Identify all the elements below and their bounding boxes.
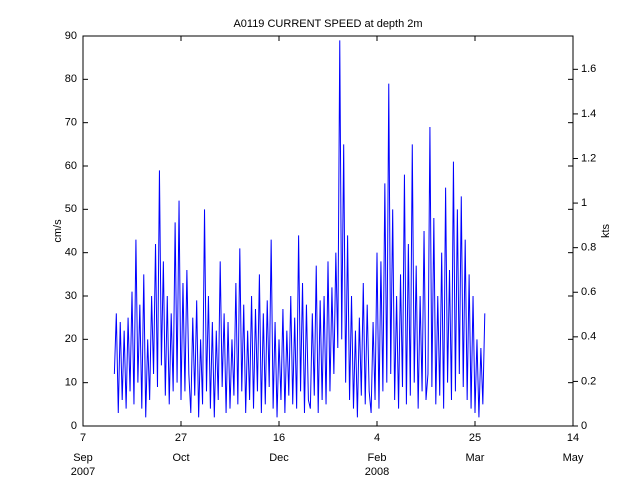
- x-tick-month: May: [563, 452, 584, 464]
- x-tick-label: 14: [567, 432, 579, 444]
- y-tick-label: 80: [65, 73, 77, 85]
- y-tick-label: 70: [65, 117, 77, 129]
- x-tick-month: Mar: [466, 452, 485, 464]
- x-tick-month: Oct: [172, 452, 189, 464]
- y2-tick-label: 0.6: [581, 286, 596, 298]
- x-tick-year: 2008: [365, 466, 389, 478]
- y-tick-label: 60: [65, 160, 77, 172]
- x-tick-year: 2007: [71, 466, 95, 478]
- speed-line: [113, 40, 486, 418]
- y2-tick-label: 0.2: [581, 375, 596, 387]
- y2-axis-label: kts: [600, 223, 612, 238]
- x-tick-month: Feb: [368, 452, 387, 464]
- y-tick-label: 20: [65, 333, 77, 345]
- y-tick-label: 40: [65, 247, 77, 259]
- x-tick-label: 25: [469, 432, 481, 444]
- y2-tick-label: 1.4: [581, 108, 596, 120]
- y2-tick-label: 0.8: [581, 242, 596, 254]
- plot-frame: [82, 35, 574, 427]
- x-tick-label: 7: [80, 432, 86, 444]
- y-tick-label: 50: [65, 203, 77, 215]
- x-tick-month: Dec: [269, 452, 289, 464]
- y-tick-label: 30: [65, 290, 77, 302]
- y2-tick-label: 1: [581, 197, 587, 209]
- y-tick-label: 10: [65, 377, 77, 389]
- y2-tick-label: 1.2: [581, 152, 596, 164]
- x-tick-label: 27: [175, 432, 187, 444]
- x-tick-label: 4: [374, 432, 380, 444]
- x-tick-month: Sep: [73, 452, 93, 464]
- y-tick-label: 90: [65, 30, 77, 42]
- x-tick-label: 16: [273, 432, 285, 444]
- y2-tick-label: 1.6: [581, 63, 596, 75]
- y-axis-label: cm/s: [52, 219, 64, 243]
- y2-tick-label: 0: [581, 420, 587, 432]
- y2-tick-label: 0.4: [581, 331, 596, 343]
- y-tick-label: 0: [71, 420, 77, 432]
- chart-title: A0119 CURRENT SPEED at depth 2m: [233, 18, 422, 30]
